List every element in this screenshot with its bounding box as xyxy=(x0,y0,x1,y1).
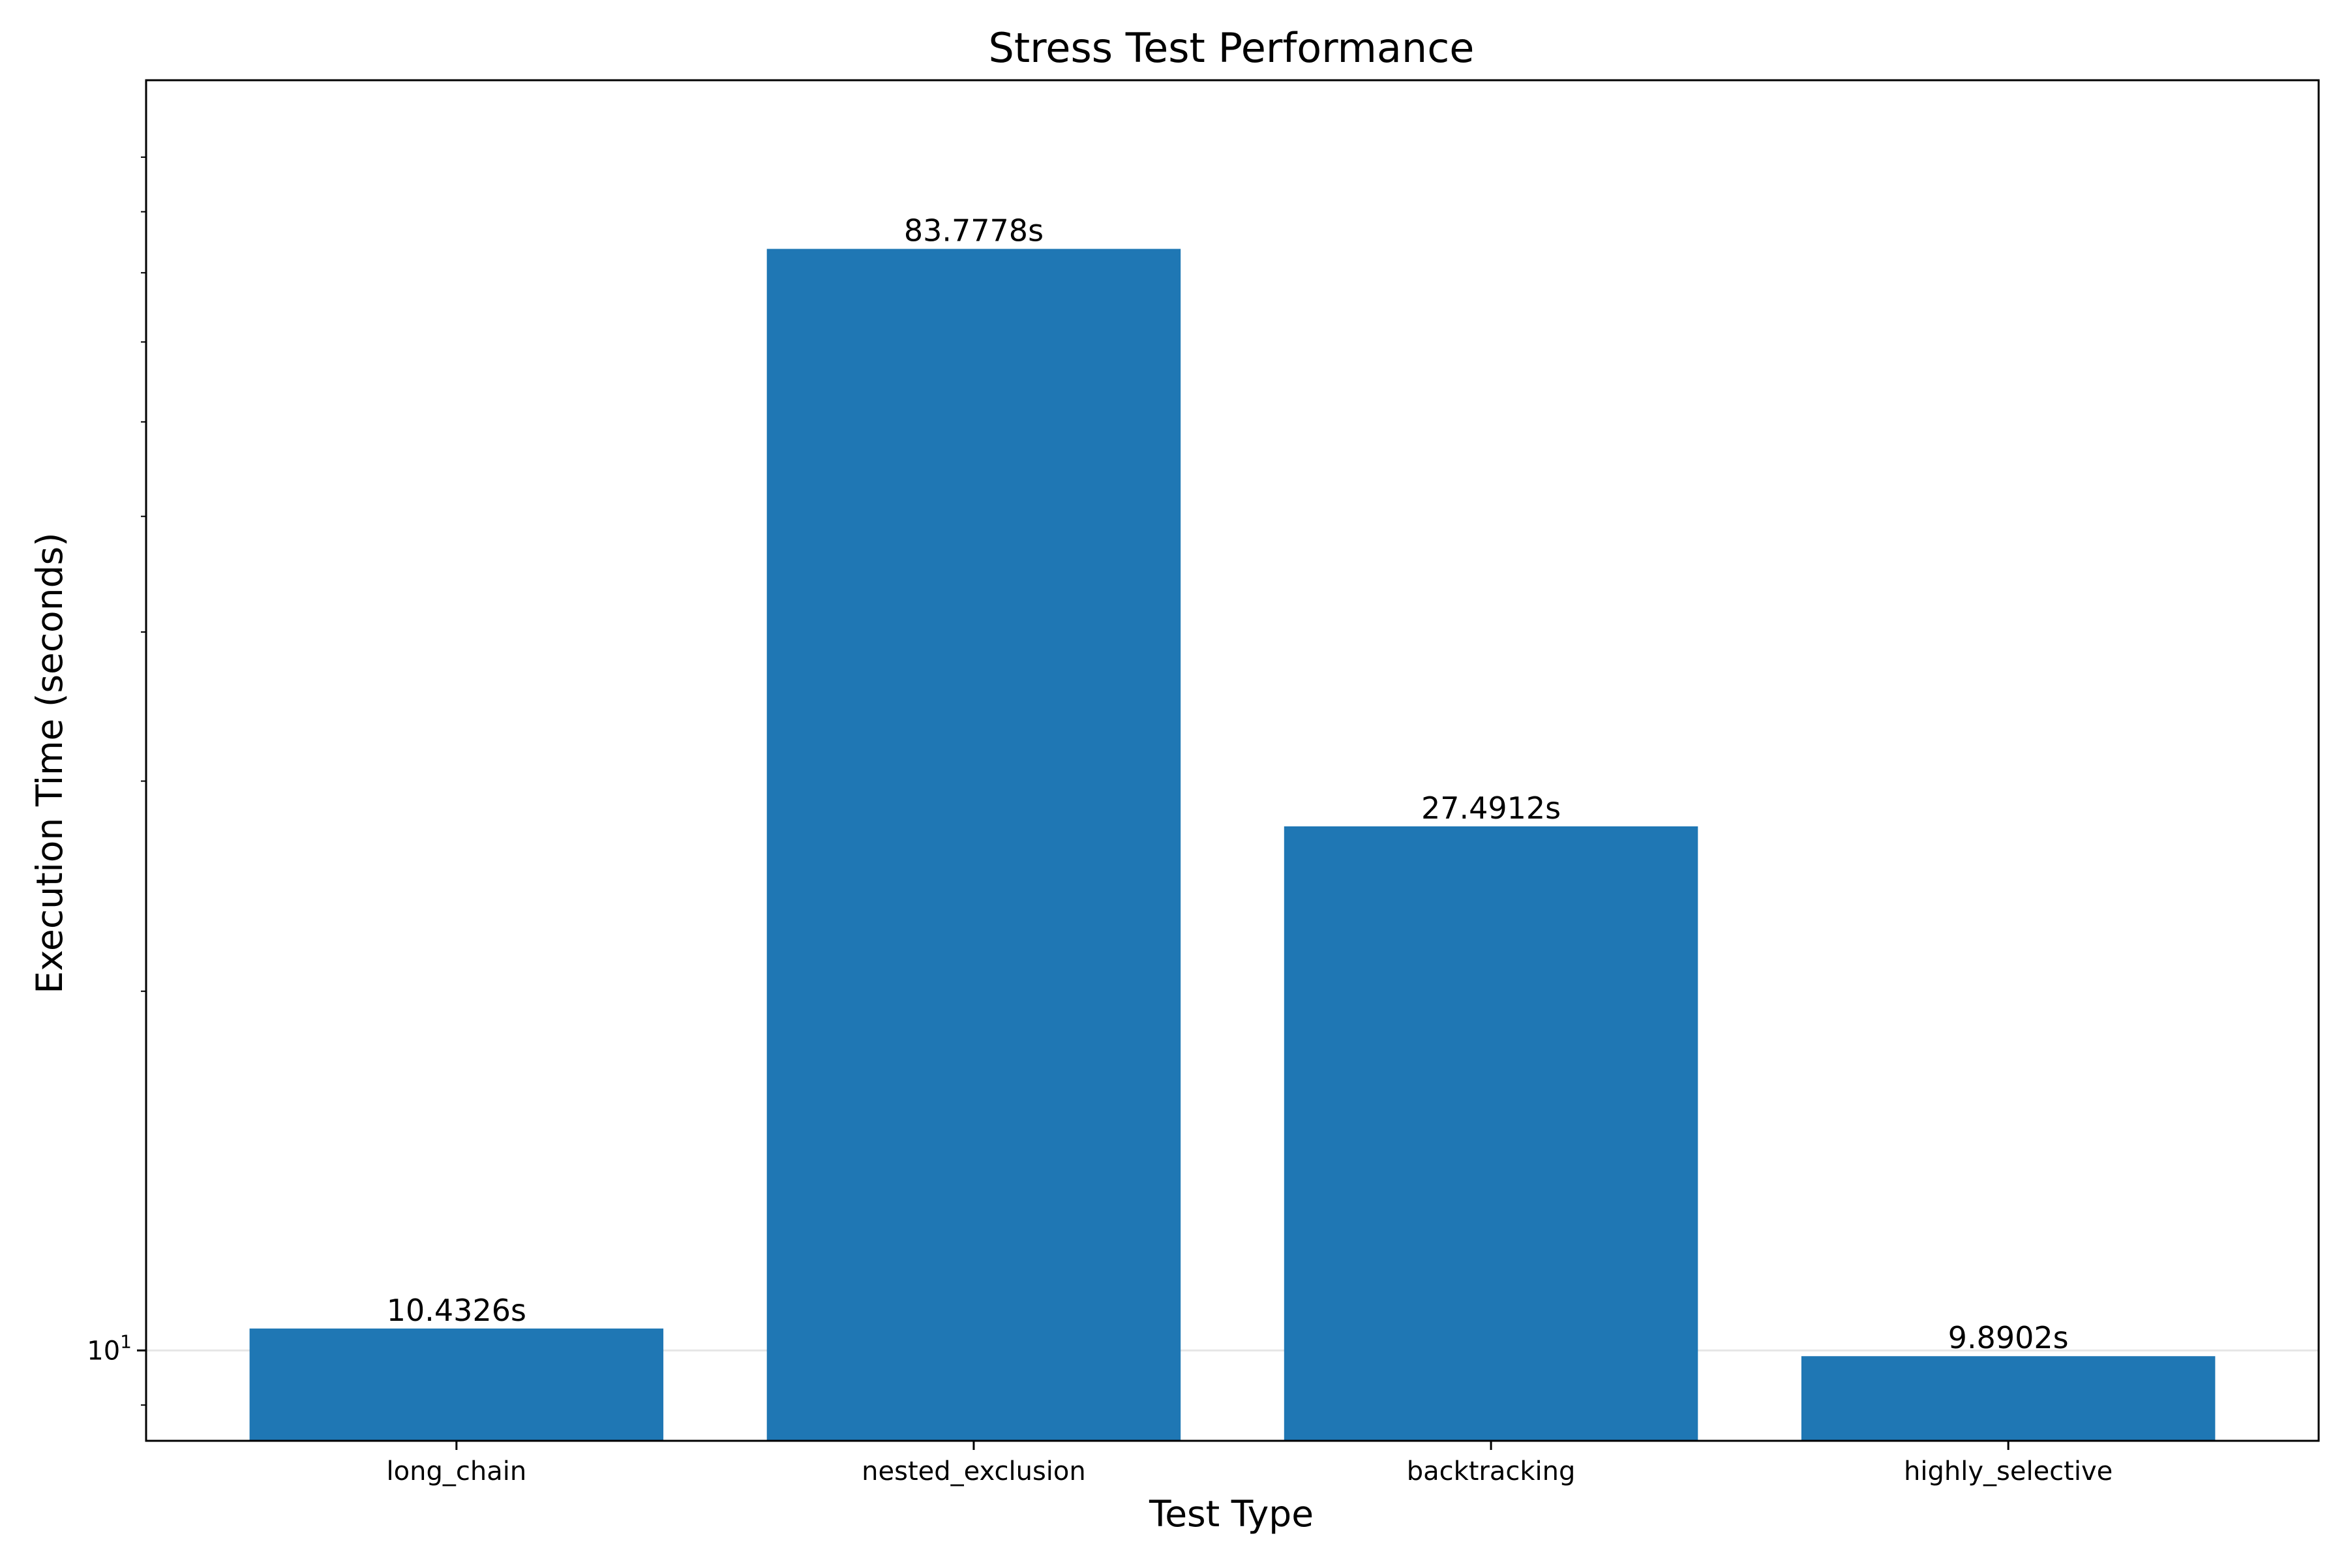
bar-long_chain xyxy=(249,1328,664,1441)
plot-frame xyxy=(145,79,2320,1442)
bar-nested_exclusion xyxy=(766,249,1181,1441)
y-tick-label: 101 xyxy=(87,1331,132,1366)
x-tick-label: nested_exclusion xyxy=(862,1456,1086,1486)
x-tick-label: highly_selective xyxy=(1904,1456,2113,1486)
x-axis-label: Test Type xyxy=(1149,1493,1314,1535)
data-label: 10.4326s xyxy=(387,1293,526,1328)
data-label: 9.8902s xyxy=(1948,1320,2069,1355)
data-labels-layer: 10.4326s 83.7778s 27.4912s 9.8902s xyxy=(387,213,2069,1356)
x-ticks-layer: long_chain nested_exclusion backtracking hi… xyxy=(387,1441,2113,1486)
bar-highly_selective xyxy=(1801,1356,2216,1441)
y-ticks-layer: 101 xyxy=(87,156,146,1406)
bars-layer xyxy=(249,249,2216,1441)
data-label: 27.4912s xyxy=(1421,791,1561,826)
x-tick-label: backtracking xyxy=(1407,1456,1576,1486)
chart-title: Stress Test Performance xyxy=(989,24,1475,72)
data-label: 83.7778s xyxy=(904,213,1044,249)
x-tick-label: long_chain xyxy=(387,1456,527,1486)
bar-backtracking xyxy=(1284,826,1698,1441)
y-axis-label: Execution Time (seconds) xyxy=(29,532,70,993)
